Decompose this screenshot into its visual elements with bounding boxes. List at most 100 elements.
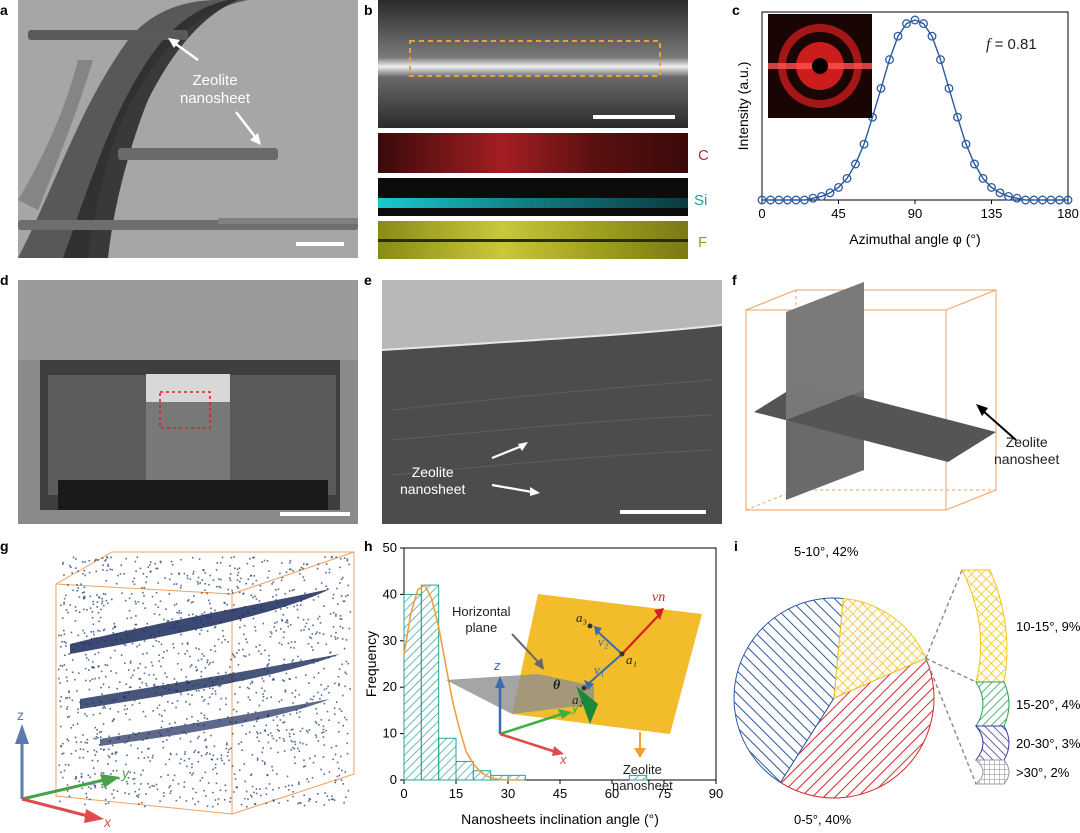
cloud-point (143, 594, 145, 597)
cloud-point (59, 682, 62, 684)
breakout-label: 20-30°, 3% (1016, 736, 1080, 751)
panel-label: b (364, 2, 373, 18)
cloud-point (296, 712, 298, 714)
cloud-point (98, 743, 101, 746)
cloud-point (138, 644, 141, 646)
panel-label: e (364, 272, 372, 288)
cloud-point (70, 631, 73, 634)
cloud-point (323, 744, 326, 746)
cloud-point (257, 650, 260, 652)
cloud-point (333, 799, 336, 802)
cloud-point (229, 579, 232, 582)
cloud-point (63, 574, 65, 576)
slice-label: 0-5°, 40% (794, 812, 852, 827)
cloud-point (332, 593, 335, 596)
cloud-point (283, 658, 286, 661)
cloud-point (245, 582, 248, 585)
cloud-point (192, 573, 195, 575)
cloud-point (339, 618, 342, 620)
cloud-point (58, 668, 60, 671)
cloud-point (211, 687, 214, 690)
cloud-point (62, 742, 64, 745)
cloud-point (230, 747, 232, 750)
cloud-point (320, 719, 323, 721)
inset-axis-y: y (572, 700, 579, 715)
scale-bar (296, 242, 344, 246)
cloud-point (269, 631, 272, 633)
cloud-point (130, 686, 132, 689)
cloud-point (217, 798, 220, 800)
cloud-point (176, 662, 179, 665)
cloud-point (312, 624, 314, 627)
cloud-point (260, 794, 262, 797)
cloud-point (82, 756, 85, 759)
cloud-point (94, 754, 97, 756)
cloud-point (192, 788, 194, 790)
cloud-point (155, 783, 158, 786)
cloud-point (187, 599, 190, 601)
cloud-point (184, 723, 186, 726)
cloud-point (85, 792, 87, 795)
cloud-point (297, 747, 299, 750)
cloud-point (202, 700, 205, 703)
cloud-point (320, 768, 322, 771)
cloud-point (61, 665, 64, 667)
cloud-point (132, 778, 134, 781)
cloud-point (100, 608, 102, 611)
cloud-point (235, 710, 238, 713)
cloud-point (254, 629, 257, 632)
cloud-point (296, 608, 299, 611)
cloud-point (289, 559, 292, 562)
panel-c: c 0 45 90 135 180 Azimuthal angle φ (°) Intens… (716, 0, 1080, 270)
cloud-point (62, 563, 64, 566)
cloud-point (272, 799, 275, 801)
a3-label: a₃ (576, 610, 588, 625)
cloud-point (147, 782, 149, 785)
cloud-point (109, 708, 112, 710)
cloud-point (339, 615, 342, 617)
cloud-point (105, 558, 107, 561)
cloud-point (300, 566, 303, 569)
cloud-point (81, 561, 84, 563)
cloud-point (135, 570, 137, 573)
azimuthal-chart: 0 45 90 135 180 Azimuthal angle φ (°) Intensit… (735, 11, 1079, 247)
cloud-point (212, 805, 214, 808)
saxs-pattern (768, 14, 872, 118)
cloud-point (264, 761, 266, 764)
cloud-point (178, 610, 181, 612)
cloud-point (133, 669, 135, 672)
cloud-point (322, 756, 325, 758)
cloud-point (92, 666, 95, 669)
cloud-point (99, 616, 102, 619)
cloud-point (243, 655, 245, 657)
y-axis-label: Intensity (a.u.) (735, 62, 751, 151)
cloud-point (169, 753, 172, 756)
cloud-point (278, 737, 281, 739)
cloud-point (148, 747, 150, 750)
cloud-point (93, 784, 96, 787)
haadf-graphic (378, 0, 688, 128)
cloud-point (336, 637, 339, 639)
cloud-point (217, 672, 220, 675)
cloud-point (303, 804, 306, 807)
cloud-point (238, 642, 241, 645)
cloud-point (124, 792, 126, 794)
cloud-point (216, 562, 219, 564)
cloud-point (104, 593, 107, 596)
cloud-point (337, 676, 340, 678)
cloud-point (75, 775, 77, 778)
point-cloud-graphic (15, 551, 355, 823)
cloud-point (261, 760, 264, 762)
cloud-point (70, 726, 73, 729)
element-label-f: F (698, 234, 708, 251)
cloud-point (130, 676, 133, 679)
cloud-point (329, 613, 332, 615)
cloud-point (83, 597, 85, 600)
data-point (859, 139, 869, 149)
cloud-point (106, 664, 109, 667)
cloud-point (160, 665, 162, 668)
cloud-point (338, 684, 340, 687)
cloud-point (117, 574, 119, 577)
cloud-point (184, 653, 186, 655)
cloud-point (63, 640, 66, 643)
